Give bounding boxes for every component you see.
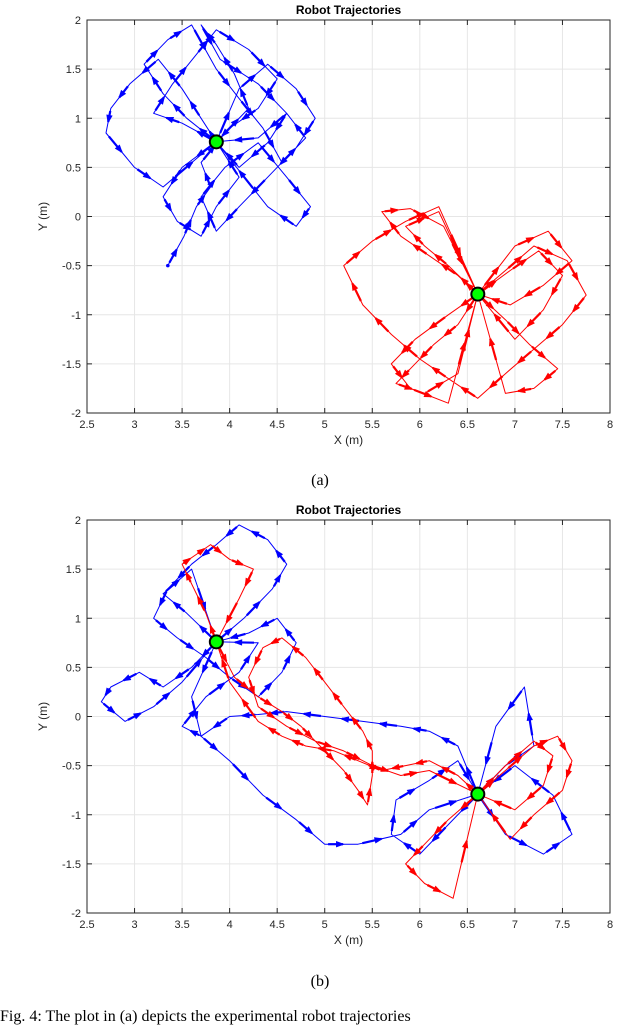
y-axis-label: Y (m) (36, 202, 50, 231)
y-tick-label: 2 (75, 15, 81, 27)
x-tick-label: 7 (512, 919, 518, 931)
y-tick-label: 1 (75, 113, 81, 125)
y-tick-label: 0.5 (66, 662, 81, 674)
y-tick-label: -0.5 (62, 761, 81, 773)
x-tick-label: 2.5 (79, 919, 94, 931)
x-tick-label: 3 (131, 419, 137, 431)
chart-panel-b: 2.5 3 3.5 4 4.5 5 5.5 6 6.5 7 7.5 8 -2 -1.5 -1 -0.5 0 0.5… (0, 500, 640, 1000)
x-tick-label: 4 (227, 919, 233, 931)
x-tick-label: 6.5 (460, 919, 475, 931)
y-tick-label: -1.5 (62, 359, 81, 371)
x-axis-label: X (m) (334, 433, 363, 447)
x-tick-label: 8 (607, 419, 613, 431)
y-axis-label: Y (m) (36, 702, 50, 731)
x-tick-label: 3 (131, 919, 137, 931)
goal-marker (471, 788, 484, 801)
x-tick-label: 7.5 (555, 419, 570, 431)
x-tick-label: 5 (322, 919, 328, 931)
x-tick-label: 3.5 (174, 919, 189, 931)
y-tick-label: 0.5 (66, 162, 81, 174)
goal-marker (471, 288, 484, 301)
y-tick-label: -1 (71, 310, 81, 322)
y-tick-label: -1 (71, 810, 81, 822)
x-tick-label: 7 (512, 419, 518, 431)
x-axis-label: X (m) (334, 933, 363, 947)
caption-a: (a) (0, 472, 640, 490)
x-tick-label: 4.5 (270, 419, 285, 431)
goal-marker (210, 635, 223, 648)
y-tick-label: 1.5 (66, 64, 81, 76)
chart-a: 2.5 3 3.5 4 4.5 5 5.5 6 6.5 7 7.5 8 -2 -1.5 -1 -0.5 0 0.5… (0, 0, 640, 470)
figure-caption-text: Fig. 4: The plot in (a) depicts the expe… (0, 1008, 640, 1026)
x-tick-label: 5 (322, 419, 328, 431)
x-tick-label: 7.5 (555, 919, 570, 931)
y-tick-label: -1.5 (62, 859, 81, 871)
chart-title: Robot Trajectories (296, 3, 402, 17)
y-tick-label: 2 (75, 515, 81, 527)
x-tick-label: 5.5 (365, 919, 380, 931)
x-tick-label: 6.5 (460, 419, 475, 431)
chart-title: Robot Trajectories (296, 503, 402, 517)
y-tick-label: 0 (75, 712, 81, 724)
x-tick-label: 2.5 (79, 419, 94, 431)
x-tick-label: 3.5 (174, 419, 189, 431)
x-tick-label: 5.5 (365, 419, 380, 431)
y-tick-label: 1 (75, 613, 81, 625)
x-tick-label: 6 (417, 419, 423, 431)
chart-panel-a: 2.5 3 3.5 4 4.5 5 5.5 6 6.5 7 7.5 8 -2 -1.5 -1 -0.5 0 0.5… (0, 0, 640, 500)
y-tick-label: 0 (75, 212, 81, 224)
y-tick-label: -2 (71, 408, 81, 420)
y-tick-label: -2 (71, 908, 81, 920)
caption-b: (b) (0, 973, 640, 991)
x-tick-label: 4 (227, 419, 233, 431)
x-tick-label: 4.5 (270, 919, 285, 931)
x-tick-label: 8 (607, 919, 613, 931)
x-tick-label: 6 (417, 919, 423, 931)
chart-b: 2.5 3 3.5 4 4.5 5 5.5 6 6.5 7 7.5 8 -2 -1.5 -1 -0.5 0 0.5… (0, 500, 640, 970)
y-tick-label: 1.5 (66, 564, 81, 576)
y-tick-label: -0.5 (62, 261, 81, 273)
goal-marker (210, 135, 223, 148)
start-point (166, 264, 170, 268)
